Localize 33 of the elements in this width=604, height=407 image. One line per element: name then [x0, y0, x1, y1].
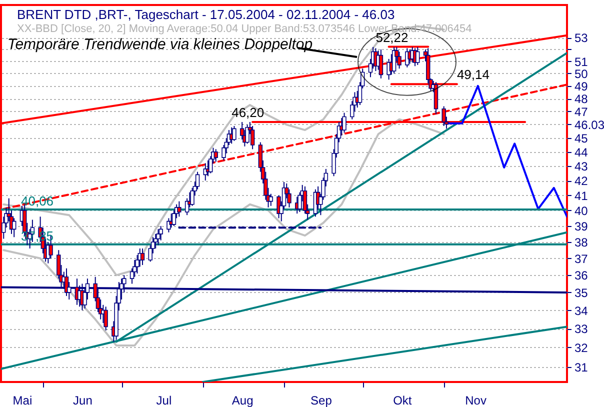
y-tick-label: 41 [574, 188, 588, 203]
x-tick-label: Jun [73, 394, 92, 407]
x-tick-label: Aug [232, 394, 254, 407]
y-tick-label: 49 [574, 79, 588, 94]
y-tick-label: 47 [574, 104, 588, 119]
y-tick-label: 50 [574, 66, 588, 81]
y-tick-label: 36 [574, 268, 588, 283]
chart-title: BRENT DTD ,BRT-, Tageschart - 17.05.2004 - 02.11.2004 - 46.03 [17, 7, 395, 22]
y-tick-label: 40 [574, 204, 588, 218]
y-tick-label: 31 [574, 360, 588, 374]
x-tick-label: Nov [465, 394, 486, 407]
annotation: 49,14 [456, 67, 490, 82]
y-tick-label: 46.03 [574, 118, 604, 132]
y-tick-label: 33 [574, 322, 588, 336]
y-tick-label: 43 [574, 160, 588, 174]
y-tick-label: 37 [574, 252, 588, 266]
y-tick-label: 48 [574, 92, 588, 106]
y-tick-label: 42 [574, 174, 588, 188]
y-tick-label: 53 [574, 31, 588, 46]
y-tick-label: 39 [574, 220, 588, 234]
annotation: 46,20 [232, 105, 264, 120]
x-tick-label: Sep [310, 394, 332, 407]
y-tick-label: 34 [574, 304, 588, 318]
y-tick-label: 32 [574, 340, 588, 355]
x-tick-label: Jul [156, 394, 172, 407]
y-tick-label: 51 [574, 54, 588, 69]
y-tick-label: 45 [574, 132, 588, 146]
y-tick-label: 35 [574, 286, 588, 300]
x-tick-label: Okt [393, 394, 412, 407]
y-tick-label: 44 [574, 145, 588, 160]
annotation: Temporäre Trendwende via kleines Doppeltop [7, 36, 313, 53]
y-tick-label: 38 [574, 235, 588, 250]
x-tick-label: Mai [12, 394, 32, 407]
